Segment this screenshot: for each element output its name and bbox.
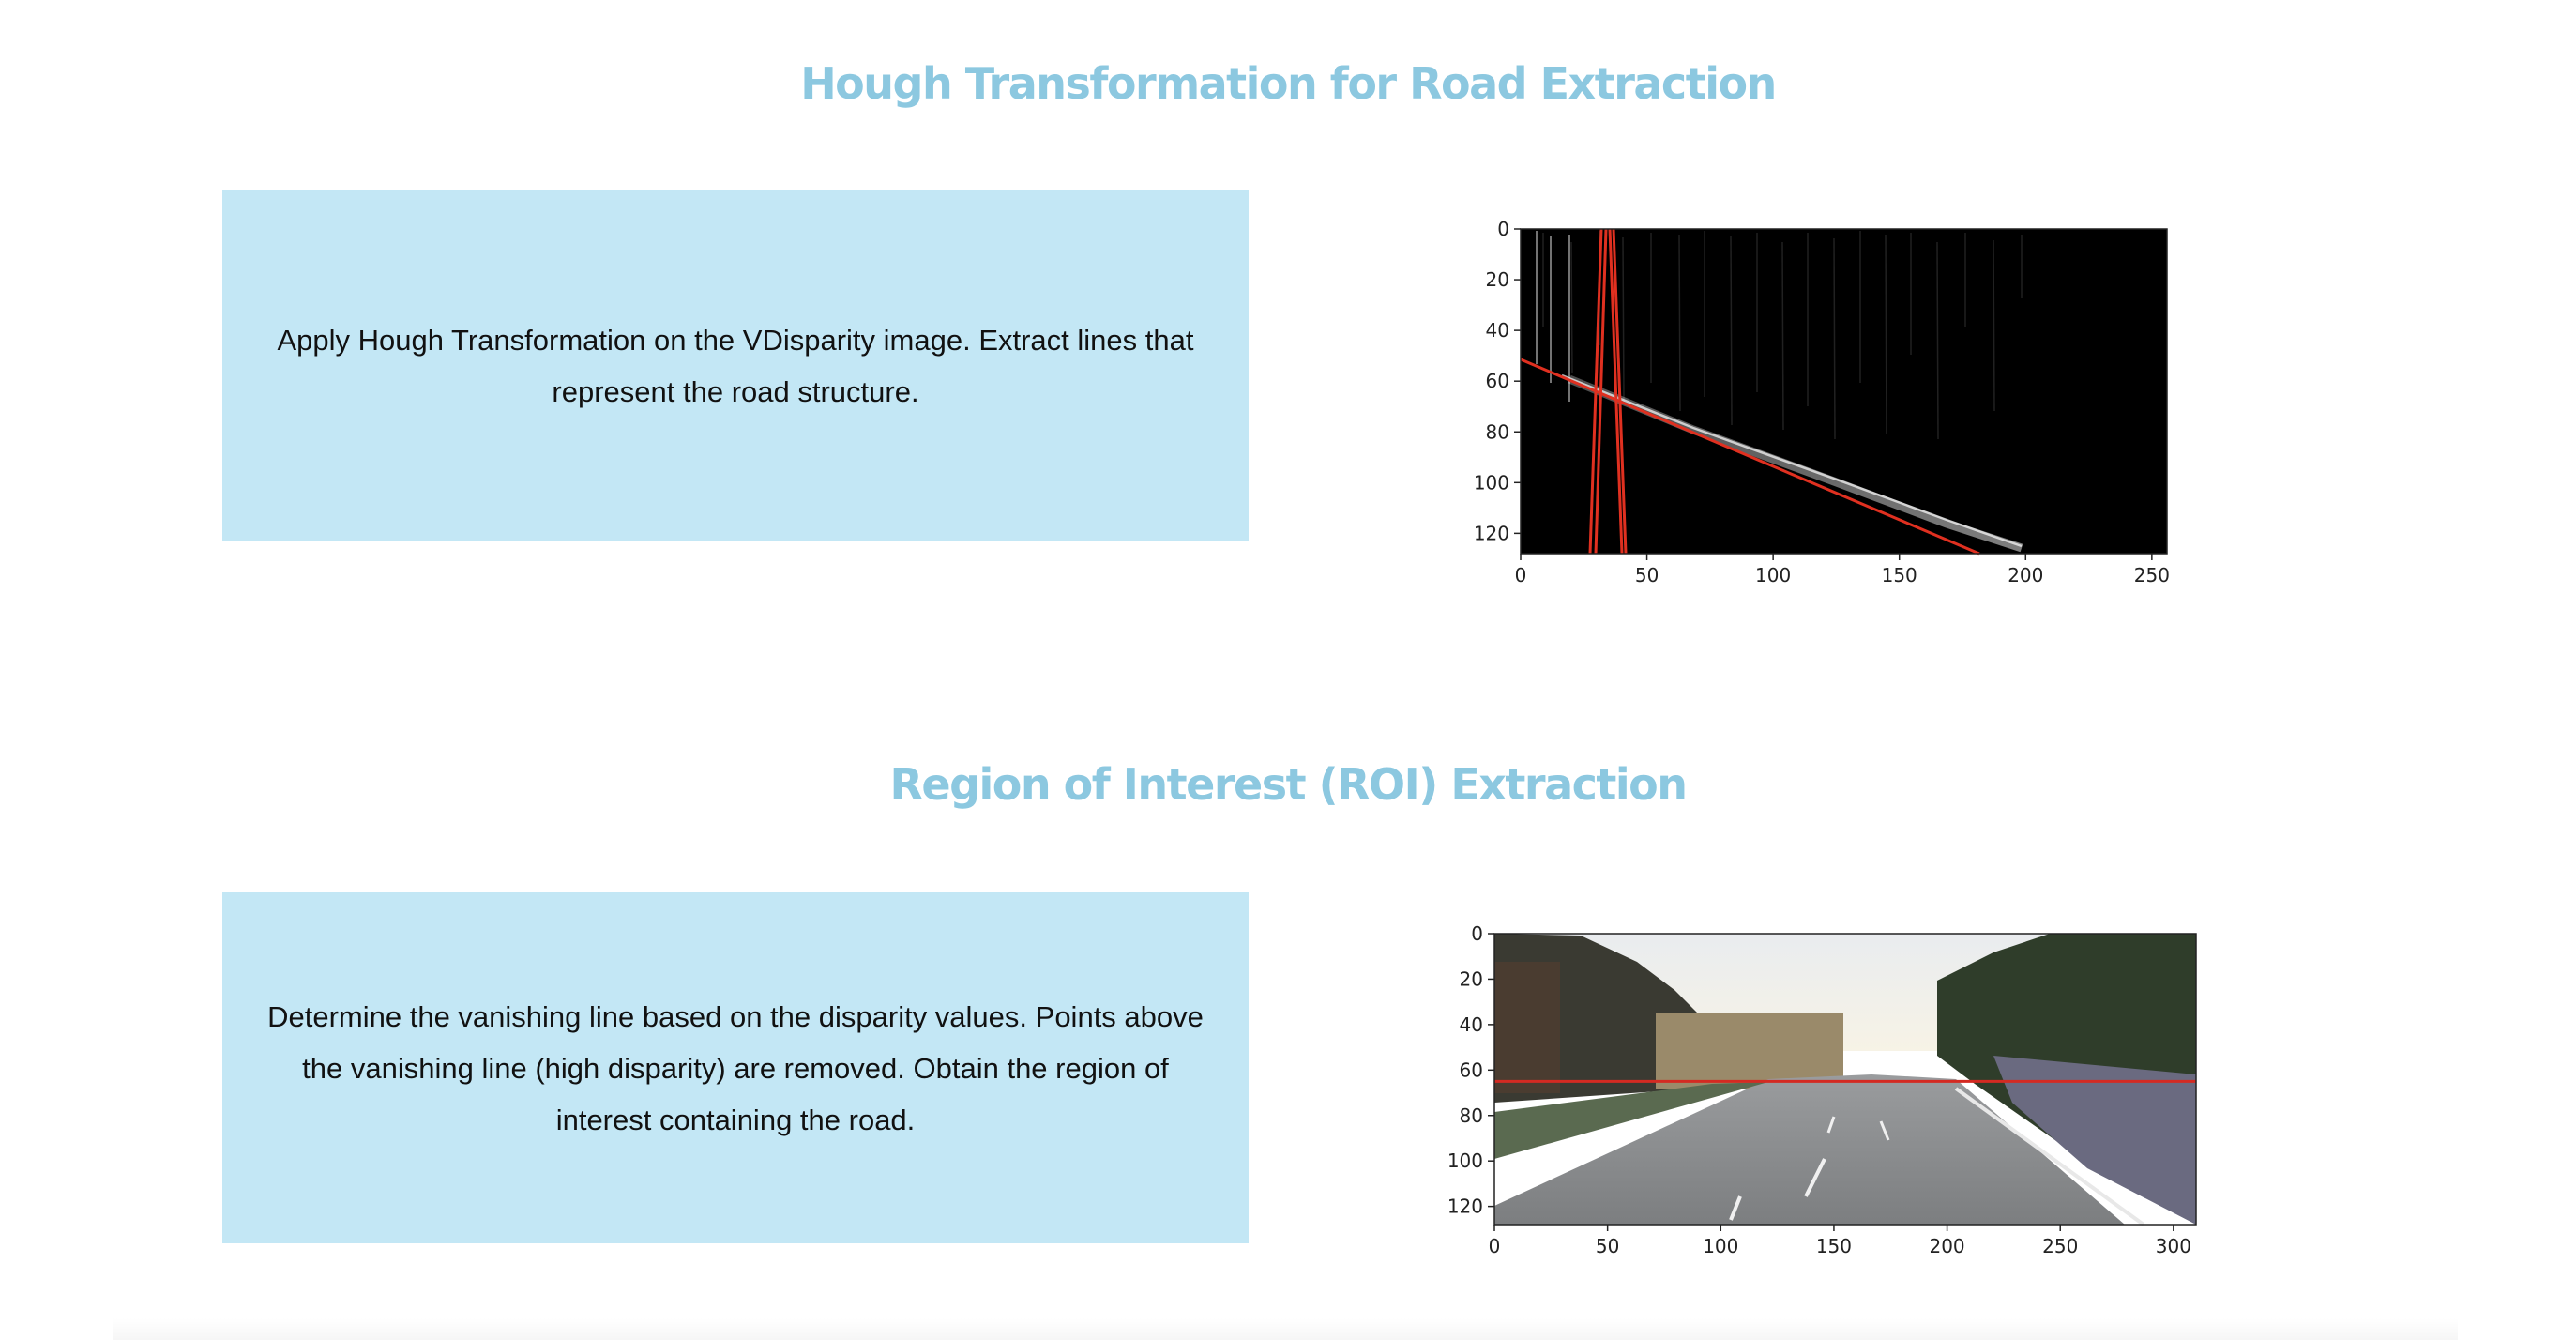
hough-x-tick-label: 100 xyxy=(1755,564,1791,586)
hough-description-text: Apply Hough Transformation on the VDispa… xyxy=(277,324,1194,408)
hough-y-tick-label: 60 xyxy=(1486,370,1509,392)
roi-image-area xyxy=(1493,933,2197,1226)
hough-x-tick-label: 0 xyxy=(1515,564,1527,586)
roi-x-tick-label: 0 xyxy=(1489,1235,1501,1257)
roi-y-tick-label: 20 xyxy=(1460,967,1483,990)
roi-left-green-strip xyxy=(1494,1082,1768,1159)
roi-lane-marking-right xyxy=(1954,1087,2145,1226)
roi-y-tick-label: 80 xyxy=(1460,1104,1483,1127)
vdisparity-road-profile xyxy=(1568,374,2023,553)
roi-y-tick-label: 60 xyxy=(1460,1058,1483,1081)
hough-plot-frame xyxy=(1520,228,2168,555)
roi-y-tick-label: 120 xyxy=(1447,1195,1483,1218)
roi-x-tick-label: 250 xyxy=(2042,1235,2078,1257)
roi-lane-dash-3 xyxy=(1879,1120,1890,1141)
hough-y-tick-label: 80 xyxy=(1486,420,1509,443)
vdisparity-image xyxy=(1521,229,2167,554)
roi-x-tick-label: 100 xyxy=(1703,1235,1738,1257)
hough-y-tick-label: 100 xyxy=(1474,471,1509,494)
hough-y-tick-label: 0 xyxy=(1497,218,1509,240)
roi-right-wall xyxy=(1993,1056,2196,1225)
roi-x-tick-label: 200 xyxy=(1929,1235,1964,1257)
hough-description-box: Apply Hough Transformation on the VDispa… xyxy=(222,190,1249,541)
vdisparity-noise xyxy=(1542,231,2023,440)
hough-line-vertical-1 xyxy=(1588,228,1603,555)
roi-mid-building xyxy=(1656,1013,1843,1089)
roi-lane-dash-1 xyxy=(1804,1158,1826,1197)
hough-line-vertical-2 xyxy=(1594,228,1608,555)
hough-line-vertical-4 xyxy=(1612,228,1628,555)
hough-x-tick-label: 200 xyxy=(2008,564,2043,586)
roi-y-tick-label: 40 xyxy=(1460,1013,1483,1036)
roi-y-tick-label: 0 xyxy=(1471,922,1483,945)
footer-shadow xyxy=(113,1318,2458,1340)
hough-x-tick-label: 250 xyxy=(2134,564,2170,586)
roi-left-building xyxy=(1494,962,1560,1093)
roi-x-tick-label: 50 xyxy=(1596,1235,1619,1257)
hough-y-tick-label: 20 xyxy=(1486,268,1509,291)
hough-vdisparity-plot: 0 50 100 150 200 250 0 20 40 60 80 100 120 xyxy=(1474,218,2170,586)
hough-x-tick-label: 50 xyxy=(1635,564,1659,586)
vdisparity-road-profile-core xyxy=(1561,373,2023,548)
roi-x-tick-label: 300 xyxy=(2156,1235,2191,1257)
roi-road-surface xyxy=(1494,1074,2125,1225)
hough-line-vertical-3 xyxy=(1608,228,1624,555)
hough-x-tick-label: 150 xyxy=(1882,564,1917,586)
roi-axes: 0 50 100 150 200 250 300 0 20 40 60 80 100 120 xyxy=(1447,922,2191,1257)
vdisparity-bright-columns xyxy=(1536,231,1570,402)
roi-lane-dash-2 xyxy=(1826,1116,1836,1134)
roi-road-plot: 0 50 100 150 200 250 300 0 20 40 60 80 100 120 xyxy=(1447,922,2197,1257)
hough-line-road xyxy=(1520,358,1980,556)
section-title-roi: Region of Interest (ROI) Extraction xyxy=(889,759,1688,810)
roi-lane-dash-4 xyxy=(1729,1195,1742,1221)
hough-image-area xyxy=(1520,228,2168,556)
hough-y-tick-label: 40 xyxy=(1486,319,1509,342)
roi-description-text: Determine the vanishing line based on th… xyxy=(267,999,1204,1136)
section-title-hough: Hough Transformation for Road Extraction xyxy=(800,58,1777,109)
roi-y-tick-label: 100 xyxy=(1447,1150,1483,1172)
roi-x-tick-label: 150 xyxy=(1816,1235,1852,1257)
hough-axes: 0 50 100 150 200 250 0 20 40 60 80 100 120 xyxy=(1474,218,2170,586)
roi-description-box: Determine the vanishing line based on th… xyxy=(222,892,1249,1243)
hough-y-tick-label: 120 xyxy=(1474,522,1509,544)
roi-plot-frame xyxy=(1493,933,2197,1226)
